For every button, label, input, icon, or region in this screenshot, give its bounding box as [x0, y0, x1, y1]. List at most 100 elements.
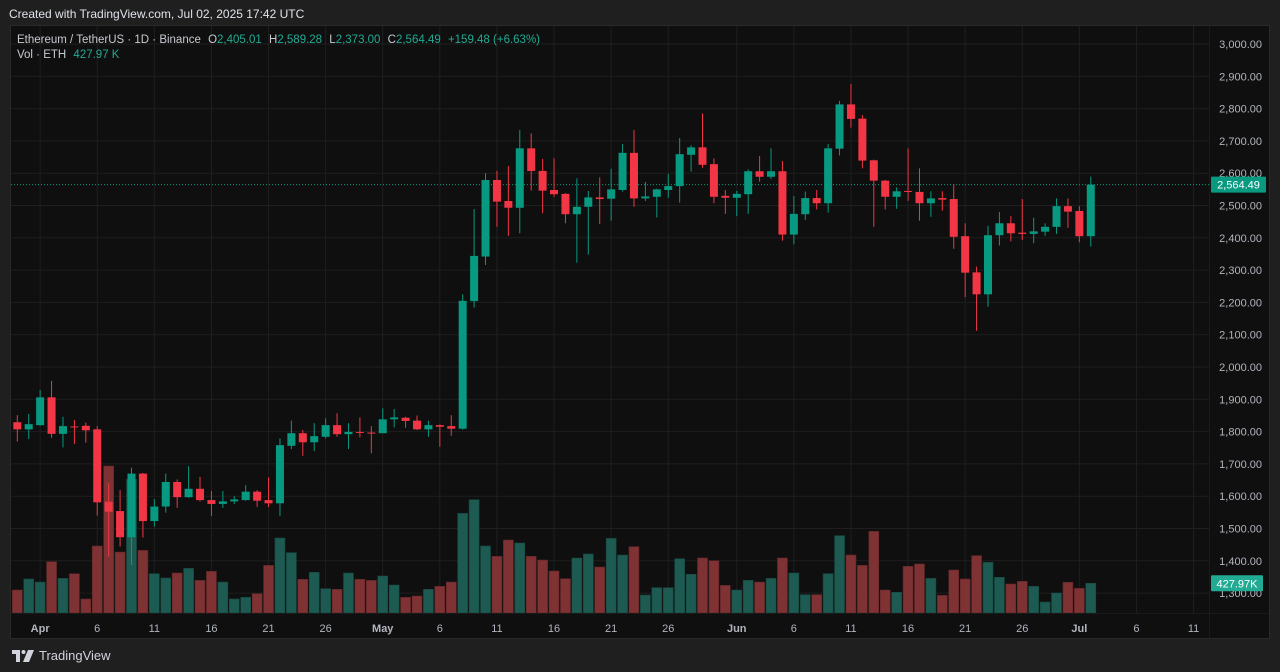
candle[interactable] [938, 191, 947, 211]
candle[interactable] [961, 223, 970, 298]
candle[interactable] [595, 177, 604, 224]
candle[interactable] [984, 225, 992, 307]
candle[interactable] [515, 129, 524, 234]
candle[interactable] [949, 183, 958, 249]
candle[interactable] [572, 178, 581, 263]
candle[interactable] [721, 189, 730, 214]
candle[interactable] [527, 133, 536, 191]
candle[interactable] [732, 190, 741, 217]
candle[interactable] [995, 211, 1004, 246]
candle[interactable] [47, 380, 56, 438]
candle[interactable] [698, 113, 707, 168]
candle[interactable] [207, 491, 216, 516]
candle[interactable] [1075, 206, 1084, 243]
candle[interactable] [618, 144, 627, 192]
candle[interactable] [435, 424, 444, 447]
candle[interactable] [481, 173, 490, 265]
plot-area[interactable] [11, 84, 1209, 613]
candle[interactable] [378, 408, 387, 434]
candle[interactable] [858, 115, 867, 169]
candle[interactable] [333, 413, 342, 437]
candle[interactable] [275, 438, 284, 516]
candle[interactable] [778, 160, 787, 241]
candle[interactable] [1052, 198, 1061, 234]
candle[interactable] [104, 483, 113, 557]
candle[interactable] [504, 166, 513, 236]
candle[interactable] [196, 476, 205, 502]
candle[interactable] [264, 477, 273, 508]
candle[interactable] [561, 193, 570, 224]
candle[interactable] [664, 173, 673, 198]
candle[interactable] [641, 181, 650, 201]
candle[interactable] [218, 491, 227, 508]
candle[interactable] [1041, 223, 1050, 236]
candle[interactable] [321, 418, 330, 439]
candle[interactable] [835, 100, 844, 156]
candle[interactable] [538, 158, 547, 214]
candle[interactable] [458, 294, 467, 430]
candle[interactable] [401, 416, 410, 428]
candle[interactable] [824, 144, 833, 213]
candle[interactable] [492, 170, 501, 227]
candle[interactable] [424, 420, 433, 437]
candle[interactable] [161, 473, 170, 513]
tradingview-logo[interactable]: TradingView [12, 648, 111, 663]
volume-label[interactable]: Vol · ETH [17, 49, 67, 61]
candle[interactable] [24, 413, 33, 440]
candle[interactable] [413, 415, 421, 430]
candle[interactable] [116, 490, 125, 547]
candle[interactable] [915, 168, 924, 221]
candle[interactable] [241, 485, 250, 501]
candle[interactable] [801, 191, 810, 221]
candle[interactable] [812, 189, 821, 210]
candle[interactable] [138, 472, 147, 538]
symbol-title[interactable]: Ethereum / TetherUS · 1D · Binance [17, 34, 201, 46]
candle[interactable] [81, 422, 90, 443]
candle[interactable] [687, 145, 696, 172]
candle[interactable] [869, 159, 878, 227]
candle[interactable] [584, 190, 593, 255]
candle[interactable] [1029, 217, 1038, 244]
candle[interactable] [310, 423, 319, 451]
candle[interactable] [926, 191, 935, 217]
candle[interactable] [36, 389, 45, 426]
candle[interactable] [675, 137, 684, 203]
candle[interactable] [470, 209, 479, 308]
candle[interactable] [629, 129, 638, 207]
candle[interactable] [972, 266, 981, 331]
candle[interactable] [58, 416, 67, 448]
candle[interactable] [367, 426, 376, 454]
candle[interactable] [127, 467, 136, 565]
candle[interactable] [789, 196, 798, 245]
candle[interactable] [550, 158, 559, 197]
candle[interactable] [230, 496, 239, 504]
candle[interactable] [744, 169, 753, 214]
candle[interactable] [298, 429, 307, 456]
candle[interactable] [13, 415, 22, 442]
candle[interactable] [1086, 176, 1095, 247]
candle[interactable] [1063, 198, 1072, 228]
candle[interactable] [70, 419, 79, 444]
candle[interactable] [150, 499, 159, 527]
candle[interactable] [253, 490, 262, 507]
candle[interactable] [709, 158, 718, 204]
candle[interactable] [355, 417, 364, 438]
candle[interactable] [767, 148, 776, 180]
candle[interactable] [1006, 216, 1015, 242]
candle[interactable] [652, 188, 661, 218]
candle[interactable] [904, 148, 913, 201]
candle[interactable] [447, 415, 456, 436]
candle[interactable] [607, 168, 616, 221]
candle[interactable] [173, 479, 182, 508]
candle[interactable] [1018, 199, 1027, 241]
candle[interactable] [846, 84, 855, 128]
candle[interactable] [287, 420, 296, 450]
candle[interactable] [755, 156, 764, 182]
time-axis[interactable]: Apr 6 11 16 21 26 May 6 11 16 21 26 Jun 6 11 16 21 26 Jul 6… [31, 623, 1200, 635]
candle[interactable] [344, 423, 353, 450]
candle[interactable] [892, 187, 901, 209]
candle[interactable] [93, 426, 102, 516]
candle[interactable] [184, 466, 193, 498]
candle[interactable] [390, 408, 399, 428]
